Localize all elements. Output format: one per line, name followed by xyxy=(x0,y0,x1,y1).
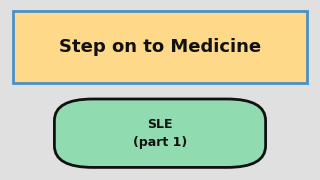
FancyBboxPatch shape xyxy=(13,11,307,83)
FancyBboxPatch shape xyxy=(54,99,266,167)
Text: Step on to Medicine: Step on to Medicine xyxy=(59,38,261,56)
Text: SLE
(part 1): SLE (part 1) xyxy=(133,118,187,149)
